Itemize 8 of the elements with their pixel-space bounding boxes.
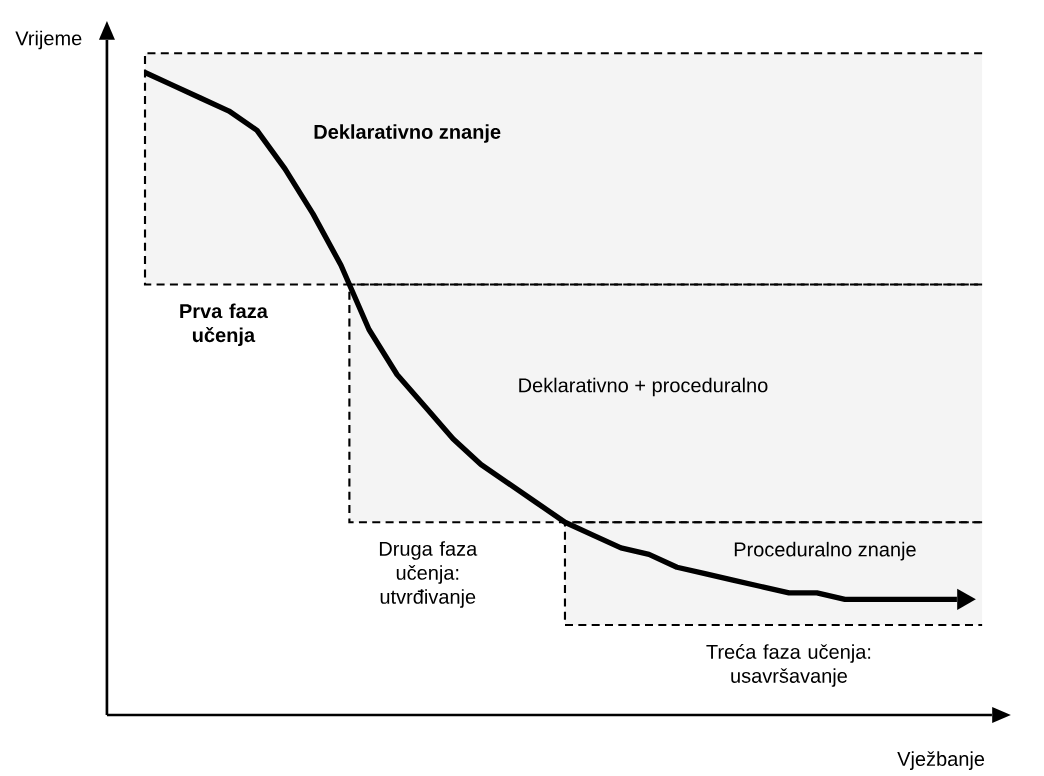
- y-axis-title: Vrijeme: [15, 30, 82, 50]
- x-axis-title: Vježbanje: [897, 751, 985, 770]
- band-label: Deklarativno + proceduralno: [519, 377, 768, 397]
- band-label: Deklarativno znanje: [314, 124, 501, 143]
- annotation: Treća faza učenja: usavršavanje: [706, 643, 871, 687]
- band-label: Proceduralno znanje: [734, 541, 916, 561]
- annotation: Prva faza učenja: [180, 303, 268, 347]
- annotation: Druga faza učenja: utvrđivanje: [379, 541, 478, 608]
